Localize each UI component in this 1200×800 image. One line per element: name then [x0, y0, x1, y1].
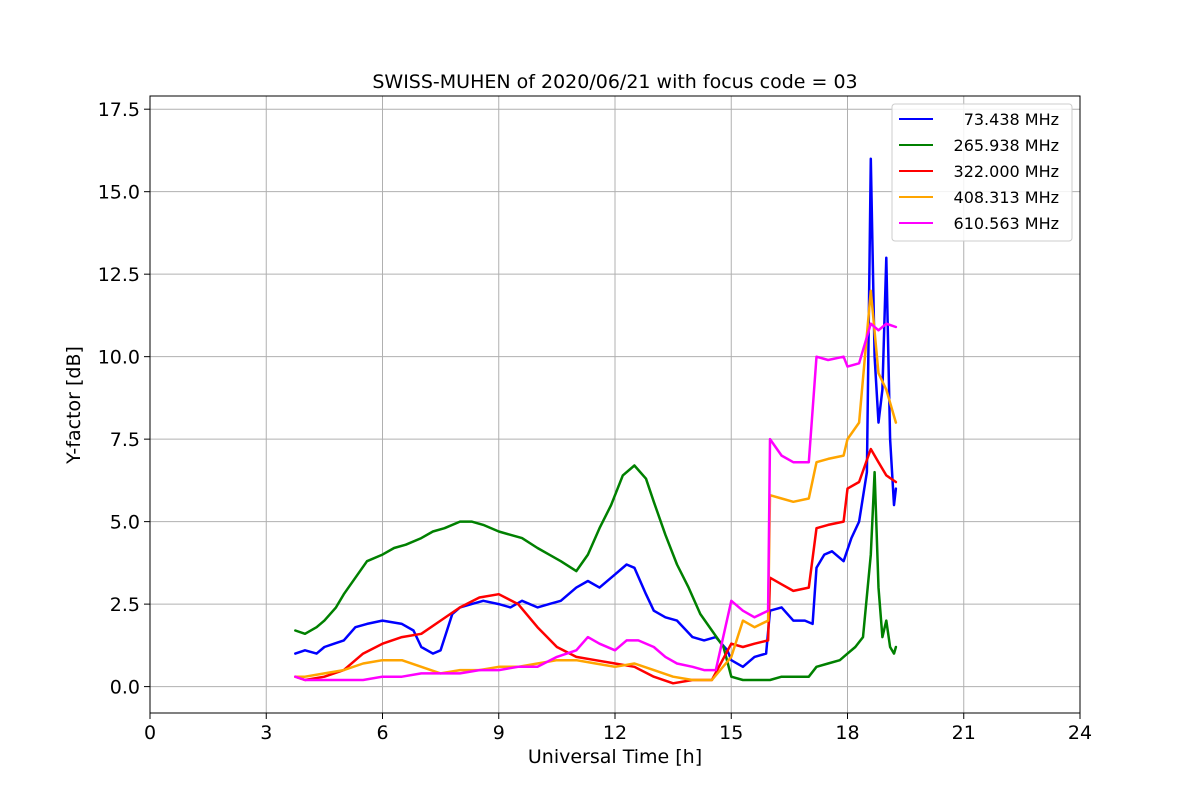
y-tick-label: 0.0 [110, 677, 140, 699]
x-axis-label: Universal Time [h] [528, 746, 702, 768]
x-axis: 0 3 6 9 12 15 18 21 24 [144, 713, 1092, 744]
series-line-4 [294, 322, 898, 682]
y-axis-label: Y-factor [dB] [63, 346, 85, 465]
legend-label-0: 73.438 MHz [964, 110, 1059, 129]
x-tick-label: 15 [719, 722, 743, 744]
y-tick-label: 5.0 [110, 512, 140, 534]
x-tick-label: 0 [144, 722, 156, 744]
x-tick-label: 3 [260, 722, 272, 744]
series-layer [294, 157, 898, 685]
y-tick-label: 10.0 [98, 347, 140, 369]
legend-label-2: 322.000 MHz [954, 162, 1059, 181]
y-tick-label: 12.5 [98, 264, 140, 286]
y-tick-label: 7.5 [110, 429, 140, 451]
legend-label-3: 408.313 MHz [954, 188, 1059, 207]
legend-label-4: 610.563 MHz [954, 214, 1059, 233]
series-line-3 [294, 289, 898, 682]
legend-label-1: 265.938 MHz [954, 136, 1059, 155]
x-tick-label: 12 [603, 722, 627, 744]
x-tick-label: 21 [952, 722, 976, 744]
x-tick-label: 24 [1068, 722, 1092, 744]
series-line-2 [294, 447, 898, 685]
y-tick-label: 2.5 [110, 594, 140, 616]
x-tick-label: 18 [835, 722, 859, 744]
x-tick-label: 6 [376, 722, 388, 744]
y-axis: 0.0 2.5 5.0 7.5 10.0 12.5 15.0 17.5 [98, 99, 150, 699]
x-tick-label: 9 [493, 722, 505, 744]
series-line-0 [294, 157, 898, 669]
legend: 73.438 MHz 265.938 MHz 322.000 MHz 408.313 … [891, 103, 1073, 242]
chart-title: SWISS-MUHEN of 2020/06/21 with focus cod… [372, 71, 857, 93]
series-line-1 [294, 464, 898, 682]
y-tick-label: 15.0 [98, 182, 140, 204]
legend-box [891, 103, 1073, 242]
y-tick-label: 17.5 [98, 99, 140, 121]
